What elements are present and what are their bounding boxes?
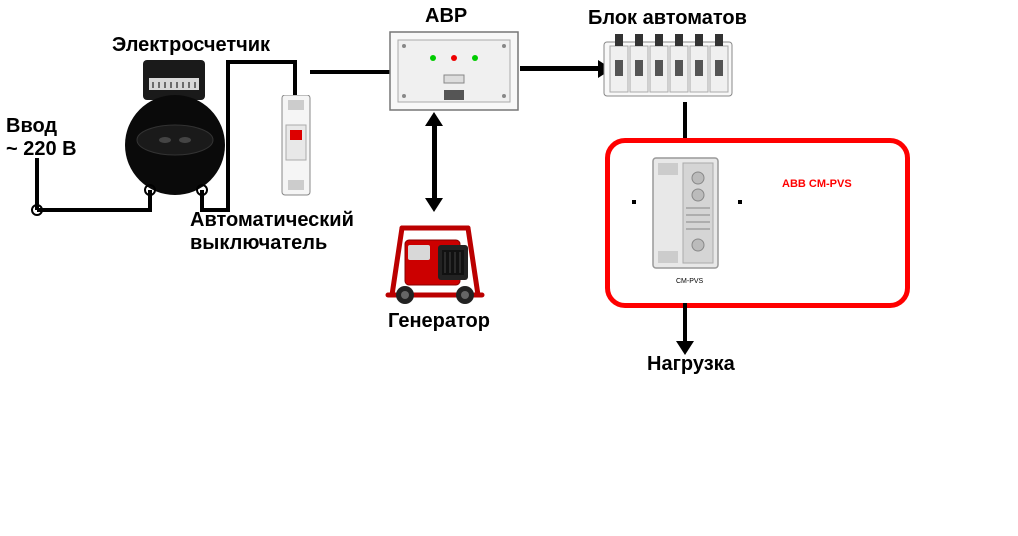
wire-relay-load [683, 303, 687, 343]
label-avr: АВР [425, 5, 467, 28]
label-breaker: Автоматический выключатель [190, 209, 354, 255]
label-vvod: Ввод ~ 220 В [6, 115, 77, 161]
label-meter: Электросчетчик [112, 34, 270, 57]
label-cmpvs-small: CМ-PVS [676, 278, 703, 285]
wire-automats-relay [683, 102, 687, 142]
dot-right [738, 200, 742, 204]
relay-cmpvs [648, 153, 733, 288]
block-automats [602, 32, 737, 109]
generator [380, 210, 490, 315]
label-load: Нагрузка [647, 353, 735, 376]
wire-meter-breaker-v [226, 60, 230, 212]
electric-meter [125, 60, 235, 215]
wire-meter-out-term [196, 183, 208, 201]
label-automats: Блок автоматов [588, 7, 747, 30]
wire-breaker-in [293, 60, 297, 98]
wire-meter-breaker-h2 [226, 60, 296, 64]
wire-avr-gen [432, 122, 437, 200]
wire-breaker-avr [310, 70, 390, 74]
circuit-breaker [278, 95, 314, 205]
wire-avr-automats [520, 66, 600, 71]
arrow-relay-load [676, 341, 694, 355]
dot-left [632, 200, 636, 204]
arrow-avr-gen-up [425, 112, 443, 126]
avr-box [388, 30, 523, 120]
wire-meter-terminal [144, 183, 156, 201]
input-terminal [30, 158, 45, 223]
wire-input-meter [37, 208, 152, 212]
